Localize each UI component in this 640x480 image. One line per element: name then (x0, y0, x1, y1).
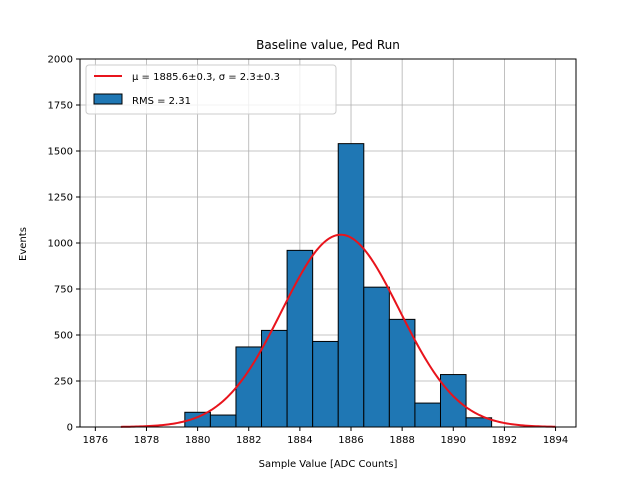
histogram-bar (235, 346, 263, 428)
histogram-bar (388, 318, 416, 428)
legend-frame (85, 64, 337, 115)
histogram-bar (439, 374, 467, 428)
legend-fit-label-sigma: σ = 2.3±0.3 (219, 72, 280, 83)
histogram-bar (312, 340, 339, 428)
y-tick-label: 1750 (48, 101, 73, 112)
y-axis-label: Events (18, 227, 29, 261)
legend-histogram-label: RMS = 2.31 (132, 96, 191, 107)
x-axis-ticks: 1876 1878 1880 1882 1884 1886 1888 1890 1892 1894 (83, 427, 568, 446)
histogram-bar (337, 143, 365, 428)
y-tick-label: 500 (54, 331, 73, 342)
x-tick-label: 1892 (492, 435, 517, 446)
y-axis-ticks: 0 250 500 750 1000 1250 1500 1750 2000 (48, 55, 80, 434)
histogram-bar (286, 249, 314, 428)
legend-fit-label-mu: μ = 1885.6±0.3, (132, 72, 219, 83)
y-tick-label: 2000 (48, 55, 73, 66)
histogram-bar (209, 414, 237, 428)
x-tick-label: 1878 (134, 435, 159, 446)
x-tick-label: 1880 (185, 435, 210, 446)
gaussian-fit-curve (120, 233, 556, 428)
chart-title: Baseline value, Ped Run (256, 38, 400, 52)
histogram-bar (261, 329, 288, 428)
y-tick-label: 750 (54, 285, 73, 296)
legend-fit-label: μ = 1885.6±0.3, σ = 2.3±0.3 (132, 72, 280, 83)
x-tick-label: 1886 (338, 435, 363, 446)
x-tick-label: 1890 (441, 435, 466, 446)
histogram-bars (184, 143, 493, 428)
histogram-bar (363, 286, 390, 428)
y-tick-label: 1250 (48, 193, 73, 204)
y-tick-label: 250 (54, 377, 73, 388)
histogram-bar (414, 402, 441, 428)
y-tick-label: 0 (67, 423, 73, 434)
x-axis-label: Sample Value [ADC Counts] (259, 459, 398, 470)
y-tick-label: 1000 (48, 239, 73, 250)
x-tick-label: 1888 (389, 435, 414, 446)
y-tick-label: 1500 (48, 147, 73, 158)
x-tick-label: 1876 (83, 435, 108, 446)
x-tick-label: 1894 (543, 435, 568, 446)
legend-histogram-swatch (93, 93, 123, 105)
legend: μ = 1885.6±0.3, σ = 2.3±0.3 RMS = 2.31 (85, 64, 337, 115)
x-tick-label: 1884 (287, 435, 312, 446)
x-tick-label: 1882 (236, 435, 261, 446)
